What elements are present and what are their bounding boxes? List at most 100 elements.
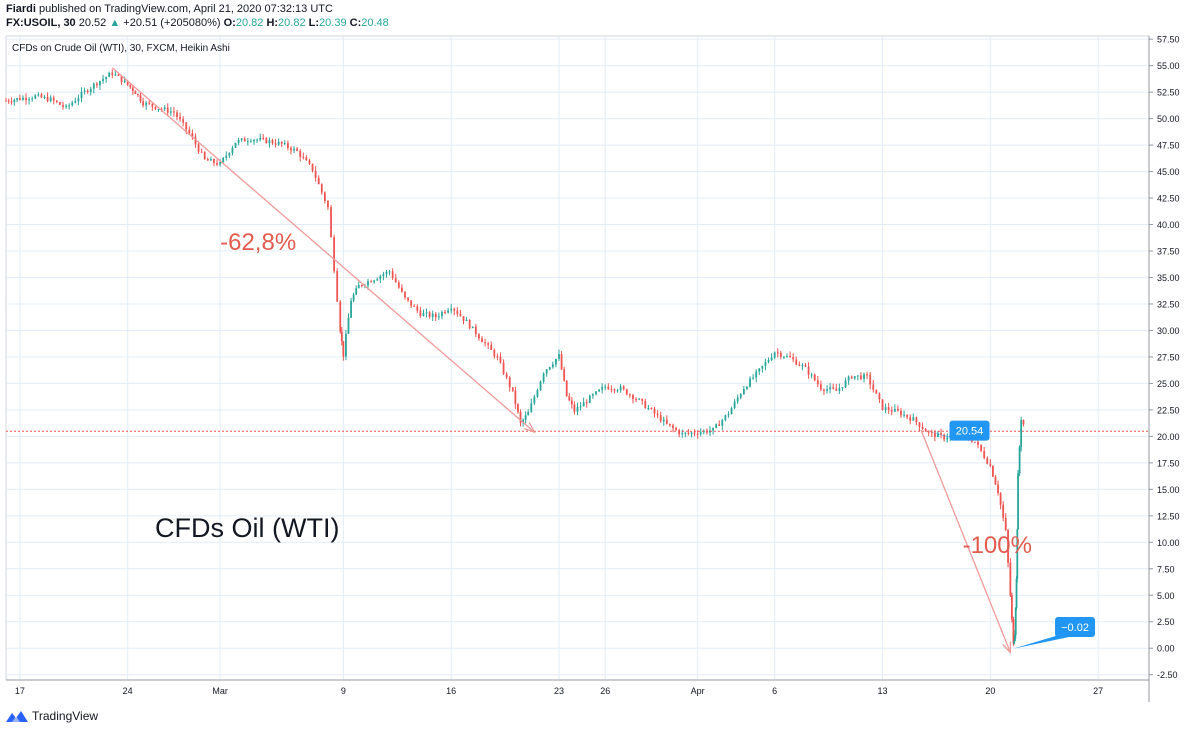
- candle-body: [912, 417, 915, 421]
- percent-annotation: -100%: [963, 532, 1032, 559]
- candle-body: [154, 106, 157, 110]
- x-tick-label: 13: [877, 686, 887, 696]
- candle-body: [453, 308, 456, 311]
- candle-body: [1016, 529, 1019, 579]
- x-tick-label: 16: [446, 686, 456, 696]
- candle-body: [317, 177, 320, 185]
- candle-body: [92, 83, 95, 89]
- candle-body: [601, 387, 604, 390]
- candle-body: [25, 97, 27, 101]
- candle-body: [687, 432, 690, 434]
- candle-body: [946, 437, 949, 440]
- candle-body: [927, 431, 930, 433]
- candle-body: [311, 163, 314, 171]
- publish-info: Fiardi published on TradingView.com, Apr…: [6, 3, 333, 15]
- candle-body: [22, 97, 24, 100]
- candle-body: [819, 384, 822, 390]
- candle-body: [481, 338, 483, 343]
- y-tick-label: 57.50: [1157, 35, 1180, 45]
- candle-body: [890, 410, 893, 412]
- candle-body: [68, 105, 71, 107]
- candle-body: [810, 374, 813, 376]
- candle-body: [271, 140, 274, 144]
- candle-body: [437, 316, 440, 318]
- candle-body: [28, 99, 31, 101]
- candle-body: [320, 184, 323, 193]
- candle-body: [299, 150, 302, 157]
- candle-body: [139, 95, 142, 102]
- candle-body: [191, 133, 194, 138]
- candle-body: [900, 410, 902, 416]
- candle-body: [123, 80, 126, 83]
- candle-body: [761, 365, 764, 369]
- candle-body: [126, 80, 129, 85]
- candle-body: [746, 386, 748, 389]
- candle-body: [832, 387, 835, 389]
- price-chart[interactable]: 57.50 55.00 52.50 50.00 47.50 45.00 42.50 40.00…: [0, 0, 1200, 705]
- candle-body: [514, 390, 517, 405]
- candle-body: [527, 412, 530, 416]
- candle-body: [478, 334, 480, 339]
- candle-body: [545, 369, 548, 374]
- candle-body: [231, 147, 234, 154]
- symbol-label: FX:USOIL, 30: [6, 17, 76, 29]
- candle-body: [471, 326, 474, 329]
- x-tick-label: 23: [554, 686, 564, 696]
- candle-body: [265, 138, 268, 144]
- candle-body: [548, 367, 551, 370]
- candle-body: [997, 484, 999, 494]
- y-tick-label: 2.50: [1157, 617, 1175, 627]
- candle-body: [373, 280, 376, 283]
- candle-body: [610, 389, 613, 391]
- y-tick-label: 45.00: [1157, 167, 1180, 177]
- candle-body: [302, 156, 305, 158]
- tradingview-logo-icon: [6, 711, 28, 722]
- candle-body: [188, 129, 191, 134]
- author-name[interactable]: Fiardi: [6, 3, 36, 15]
- y-tick-label: 35.00: [1157, 273, 1180, 283]
- y-tick-label: 0.00: [1157, 644, 1175, 654]
- candle-body: [733, 401, 736, 409]
- candle-body: [607, 386, 610, 390]
- candle-body: [259, 137, 262, 140]
- candle-body: [434, 313, 437, 318]
- candle-body: [786, 355, 788, 357]
- candle-body: [308, 160, 311, 164]
- candle-body: [838, 388, 841, 391]
- candle-body: [742, 388, 745, 395]
- footer-brand[interactable]: TradingView: [6, 709, 98, 723]
- candle-body: [795, 359, 798, 365]
- y-tick-label: 47.50: [1157, 141, 1180, 151]
- candle-body: [404, 291, 406, 298]
- candle-body: [340, 331, 343, 342]
- chart-title: CFDs on Crude Oil (WTI), 30, FXCM, Heiki…: [12, 43, 230, 54]
- candle-body: [863, 374, 865, 380]
- candle-body: [31, 98, 34, 100]
- trend-line: [920, 429, 1011, 653]
- candle-body: [937, 433, 939, 437]
- candle-body: [290, 147, 292, 151]
- candle-body: [394, 277, 397, 283]
- candle-body: [930, 432, 933, 434]
- candle-body: [632, 394, 634, 399]
- candle-body: [277, 141, 280, 145]
- plot-area: [5, 35, 1150, 681]
- candle-body: [872, 384, 875, 390]
- candle-body: [385, 271, 388, 275]
- candle-body: [490, 344, 493, 350]
- candle-body: [416, 306, 419, 311]
- candle-body: [52, 97, 55, 101]
- candle-body: [83, 90, 86, 92]
- candle-body: [921, 427, 924, 430]
- candle-body: [367, 281, 369, 286]
- candle-body: [493, 349, 496, 357]
- candle-body: [625, 389, 628, 395]
- candle-body: [151, 103, 154, 107]
- candle-body: [665, 419, 668, 424]
- y-tick-label: 42.50: [1157, 194, 1180, 204]
- candle-body: [672, 425, 674, 429]
- candle-body: [137, 94, 139, 96]
- candle-body: [213, 159, 215, 164]
- candle-body: [200, 151, 203, 153]
- candle-body: [157, 109, 160, 111]
